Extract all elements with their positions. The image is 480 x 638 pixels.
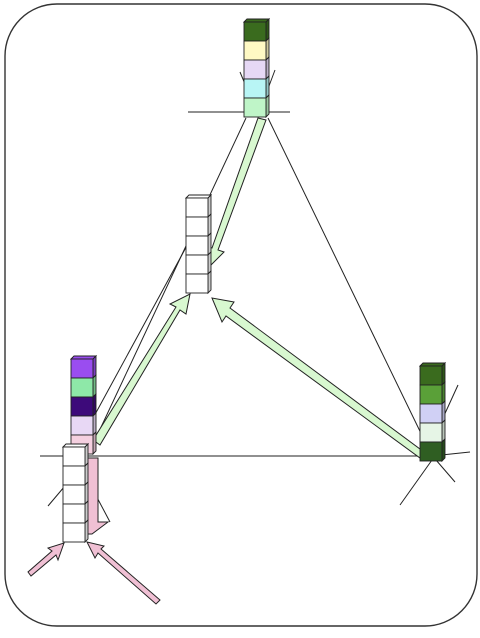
cube-side-face xyxy=(441,437,446,463)
arrow-left-pink-down xyxy=(85,457,110,535)
edge-left-center xyxy=(91,239,191,421)
cube-front-face xyxy=(62,503,86,524)
cube-cell xyxy=(185,269,212,295)
cube-front-face xyxy=(70,358,94,379)
outer-rounded-frame xyxy=(4,3,478,627)
cube-front-face xyxy=(62,465,86,486)
cube-stack-left xyxy=(69,354,98,456)
cube-cell xyxy=(419,418,446,444)
spoke xyxy=(399,459,433,506)
cube-front-face xyxy=(185,235,209,256)
arrow-right-to-center xyxy=(211,297,425,459)
edge-left-top xyxy=(94,117,247,441)
cube-cell xyxy=(419,380,446,406)
cube-cell xyxy=(242,17,271,43)
cube-cell xyxy=(62,518,89,544)
cube-front-face xyxy=(70,415,94,436)
cube-cell xyxy=(419,437,446,463)
cube-cell xyxy=(185,250,212,276)
cube-front-face xyxy=(185,273,209,294)
cube-front-face xyxy=(419,384,443,405)
cube-cell xyxy=(243,93,270,119)
cube-front-face xyxy=(243,97,267,118)
cube-cell xyxy=(70,392,97,418)
arrow-pink-bottom-right xyxy=(86,541,161,605)
cube-cell xyxy=(419,399,446,425)
cube-cell xyxy=(184,193,213,219)
cube-front-face xyxy=(419,441,443,462)
cube-cell xyxy=(243,36,270,62)
cube-cell xyxy=(62,461,89,487)
cube-cell xyxy=(61,442,90,468)
cube-side-face xyxy=(441,380,446,406)
cube-front-face xyxy=(185,216,209,237)
cube-stack-top xyxy=(242,17,271,119)
cube-side-face xyxy=(265,93,270,119)
cube-cell xyxy=(62,480,89,506)
cube-side-face xyxy=(265,17,270,43)
arrow-pink-bottom-left xyxy=(27,542,65,577)
cube-front-face xyxy=(70,396,94,417)
arrows xyxy=(27,117,425,605)
cube-side-face xyxy=(265,55,270,81)
cube-cell xyxy=(185,231,212,257)
connection-lines xyxy=(88,117,433,457)
cube-side-face xyxy=(265,74,270,100)
cube-top-face xyxy=(61,443,90,448)
cube-front-face xyxy=(243,21,267,42)
edge-top-right xyxy=(267,117,433,457)
cube-stack-right xyxy=(418,361,447,463)
cube-front-face xyxy=(62,522,86,543)
cube-cell xyxy=(69,354,98,380)
cube-cell xyxy=(185,212,212,238)
cube-front-face xyxy=(243,40,267,61)
cube-cell xyxy=(418,361,447,387)
spoke xyxy=(435,459,456,483)
cube-cell xyxy=(70,411,97,437)
cube-cell xyxy=(243,55,270,81)
cube-cell xyxy=(62,499,89,525)
cube-stack-center xyxy=(184,193,213,295)
cube-top-face xyxy=(242,18,271,23)
cube-stack-bottom xyxy=(61,442,90,544)
cube-top-face xyxy=(69,355,98,360)
cube-side-face xyxy=(441,399,446,425)
cube-side-face xyxy=(441,418,446,444)
cube-top-face xyxy=(418,362,447,367)
cube-front-face xyxy=(185,197,209,218)
cube-front-face xyxy=(419,365,443,386)
arrow-left-to-center xyxy=(92,293,191,446)
cube-side-face xyxy=(441,361,446,387)
cube-front-face xyxy=(419,403,443,424)
cube-front-face xyxy=(243,59,267,80)
cube-front-face xyxy=(419,422,443,443)
cube-side-face xyxy=(265,36,270,62)
cube-front-face xyxy=(185,254,209,275)
cube-front-face xyxy=(62,446,86,467)
cube-front-face xyxy=(243,78,267,99)
cube-front-face xyxy=(62,484,86,505)
cube-cell xyxy=(243,74,270,100)
cube-front-face xyxy=(70,377,94,398)
cube-cell xyxy=(70,373,97,399)
